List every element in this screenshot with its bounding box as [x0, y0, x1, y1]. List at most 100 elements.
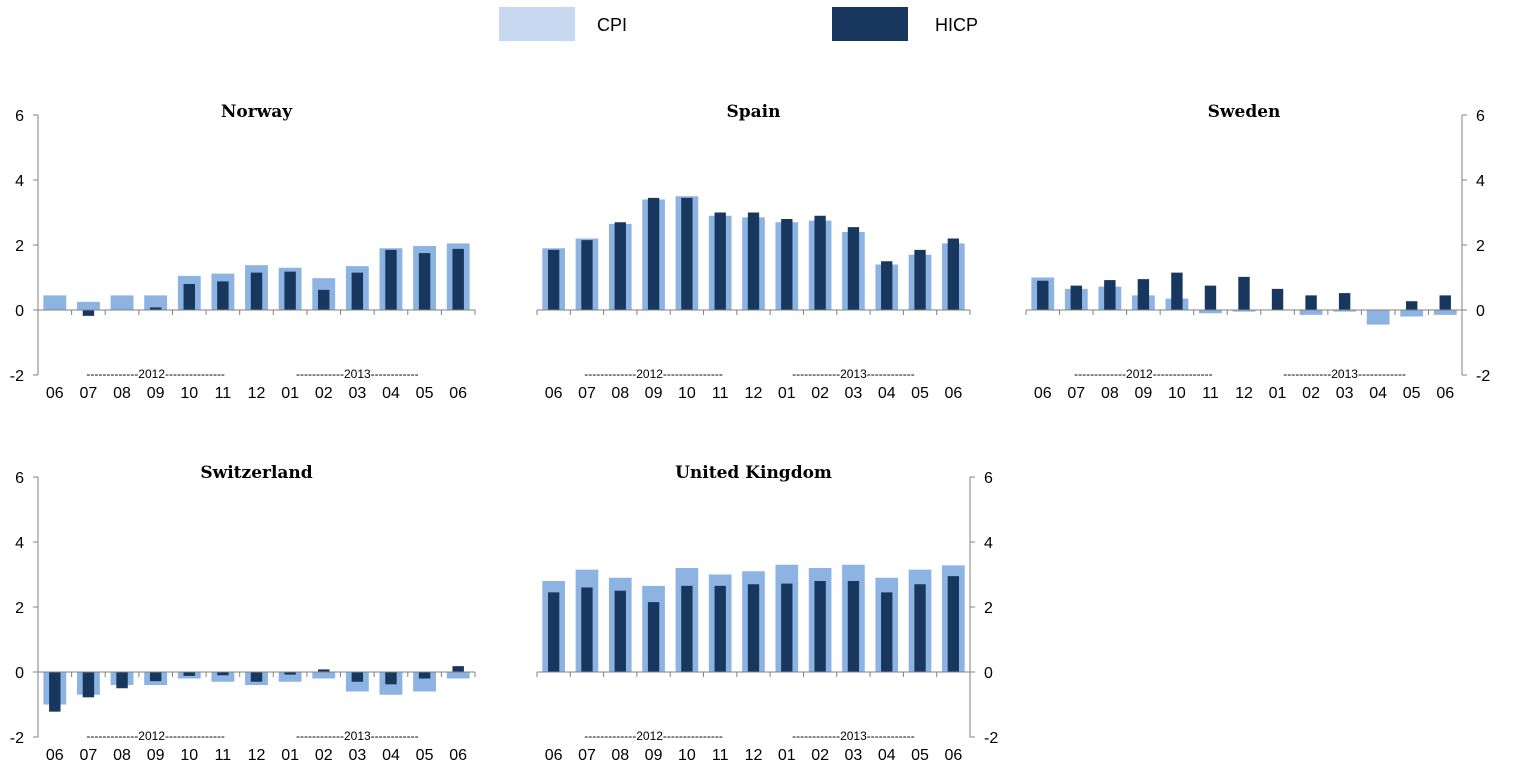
bar-hicp-2 — [615, 591, 626, 672]
x-tick-label: 06 — [545, 747, 563, 764]
y-tick-label: 6 — [15, 108, 24, 125]
chart-title: Sweden — [1208, 102, 1281, 122]
y-tick-label: 0 — [15, 665, 24, 682]
chart-title: Spain — [727, 102, 781, 122]
x-tick-label: 08 — [611, 747, 629, 764]
x-tick-label: 11 — [1202, 385, 1219, 402]
bar-hicp-3 — [150, 672, 161, 681]
bar-hicp-4 — [184, 672, 195, 676]
bar-hicp-8 — [814, 581, 825, 672]
y-tick-label: 2 — [984, 600, 993, 617]
bar-hicp-6 — [251, 672, 262, 682]
legend-swatch-cpi — [499, 7, 575, 41]
y-tick-label: 4 — [984, 535, 993, 552]
x-tick-label: 12 — [745, 385, 763, 402]
x-tick-label: 12 — [248, 747, 266, 764]
x-tick-label: 09 — [147, 385, 165, 402]
bar-hicp-10 — [385, 672, 396, 684]
bar-hicp-8 — [318, 290, 329, 310]
x-tick-label: 11 — [712, 747, 729, 764]
x-tick-label: 09 — [147, 747, 165, 764]
year-label-2013: ------------2013------------ — [1283, 367, 1406, 381]
year-label-2013: ------------2013------------ — [296, 729, 419, 743]
bar-hicp-7 — [1272, 289, 1283, 310]
bar-cpi-8 — [312, 672, 335, 679]
chart-title: Switzerland — [200, 463, 312, 483]
x-tick-label: 04 — [382, 385, 400, 402]
year-label-2012: -------------2012--------------- — [1074, 367, 1213, 381]
x-tick-label: 06 — [449, 385, 467, 402]
x-tick-label: 08 — [113, 747, 131, 764]
bar-hicp-10 — [881, 592, 892, 672]
x-tick-label: 07 — [1067, 385, 1085, 402]
y-tick-label: -2 — [10, 368, 24, 385]
legend-swatch-hicp — [832, 7, 908, 41]
x-tick-label: 03 — [348, 747, 366, 764]
bar-hicp-1 — [83, 672, 94, 697]
x-tick-label: 08 — [113, 385, 131, 402]
x-tick-label: 09 — [1134, 385, 1152, 402]
bar-hicp-4 — [681, 586, 692, 672]
bar-hicp-6 — [748, 584, 759, 672]
x-tick-label: 05 — [1403, 385, 1421, 402]
bar-hicp-0 — [548, 250, 559, 310]
bar-hicp-12 — [1440, 295, 1451, 310]
y-tick-label: 6 — [1476, 108, 1485, 125]
x-tick-label: 10 — [678, 747, 696, 764]
x-tick-label: 10 — [180, 385, 198, 402]
x-tick-label: 01 — [1269, 385, 1287, 402]
bar-cpi-2 — [111, 295, 134, 310]
bar-cpi-0 — [43, 295, 66, 310]
bar-hicp-11 — [419, 253, 430, 310]
bar-hicp-11 — [914, 584, 925, 672]
x-tick-label: 10 — [678, 385, 696, 402]
y-tick-label: 4 — [15, 173, 24, 190]
x-tick-label: 07 — [80, 747, 98, 764]
x-tick-label: 12 — [745, 747, 763, 764]
x-tick-label: 12 — [248, 385, 266, 402]
x-tick-label: 06 — [1034, 385, 1052, 402]
bar-hicp-7 — [284, 272, 295, 310]
y-tick-label: 4 — [15, 535, 24, 552]
bar-hicp-0 — [548, 592, 559, 672]
y-tick-label: -2 — [1476, 368, 1490, 385]
bar-hicp-9 — [848, 581, 859, 672]
year-label-2013: ------------2013------------ — [296, 367, 419, 381]
x-tick-label: 09 — [645, 747, 663, 764]
bar-hicp-8 — [1305, 295, 1316, 310]
x-tick-label: 11 — [712, 385, 729, 402]
x-tick-label: 04 — [382, 747, 400, 764]
y-tick-label: 6 — [15, 470, 24, 487]
x-tick-label: 02 — [1302, 385, 1320, 402]
x-tick-label: 01 — [778, 385, 796, 402]
x-tick-label: 08 — [1101, 385, 1119, 402]
bar-hicp-11 — [914, 250, 925, 310]
y-tick-label: -2 — [984, 730, 998, 747]
x-tick-label: 06 — [545, 385, 563, 402]
chart-title: United Kingdom — [675, 463, 832, 483]
x-tick-label: 06 — [46, 385, 64, 402]
x-tick-label: 12 — [1235, 385, 1253, 402]
x-tick-label: 01 — [281, 747, 299, 764]
bar-hicp-4 — [681, 198, 692, 310]
chart-title: Norway — [221, 102, 293, 122]
bar-hicp-10 — [881, 261, 892, 310]
y-tick-label: 0 — [984, 665, 993, 682]
bar-cpi-12 — [447, 672, 470, 679]
year-label-2013: ------------2013------------ — [792, 367, 915, 381]
x-tick-label: 10 — [1168, 385, 1186, 402]
bar-hicp-7 — [781, 219, 792, 310]
x-tick-label: 11 — [215, 385, 232, 402]
x-tick-label: 02 — [811, 747, 829, 764]
x-tick-label: 03 — [845, 385, 863, 402]
year-label-2013: ------------2013------------ — [792, 729, 915, 743]
bar-hicp-2 — [116, 672, 127, 688]
year-label-2012: -------------2012--------------- — [86, 367, 225, 381]
x-tick-label: 07 — [578, 747, 596, 764]
bar-hicp-11 — [1406, 301, 1417, 310]
bar-hicp-12 — [948, 239, 959, 311]
